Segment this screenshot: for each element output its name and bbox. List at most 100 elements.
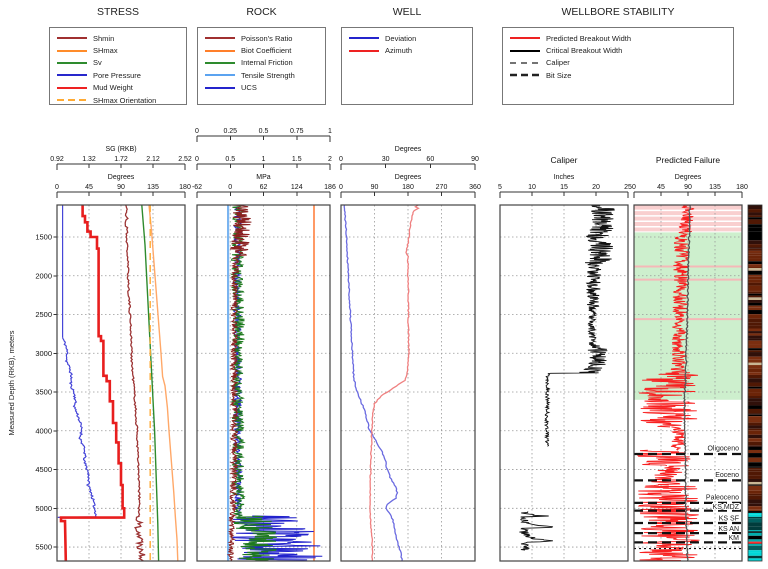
axis-tick-label: 2.12 [146, 156, 160, 163]
legend-line-swatch [510, 74, 540, 77]
series-predicted-breakout-width [670, 426, 686, 451]
legend-item-label: Azimuth [385, 46, 413, 56]
track-predicted-failure-axis-0: 0 45 90 135 180 Degrees [632, 174, 748, 198]
depth-tick-label: 4000 [35, 426, 52, 435]
axis-title: Degrees [108, 174, 135, 181]
legend-line-swatch [510, 49, 540, 52]
gridlines [500, 205, 628, 561]
axis-tick-label: 5 [498, 184, 502, 191]
axis-tick-label: 45 [657, 184, 665, 191]
legend-line-swatch [205, 61, 235, 64]
axis-tick-label: 1 [328, 128, 332, 135]
axis-tick-label: 124 [291, 184, 303, 191]
formation-label-ks-mdz: KS MDZ [713, 504, 740, 511]
axis-tick-label: 2 [328, 156, 332, 163]
legend-item-label: SHmax Orientation [93, 95, 157, 105]
series-azimuth [369, 204, 420, 562]
depth-tick-label: 3500 [35, 388, 52, 397]
axis-tick-label: 45 [85, 184, 93, 191]
legend-item-sv: Sv [54, 57, 182, 69]
axis-tick-label: 0 [55, 184, 59, 191]
axis-title: Inches [554, 174, 575, 181]
formation-label-oligoceno: Oligoceno [707, 446, 739, 453]
legend-item-biot-coefficient: Biot Coefficient [202, 44, 321, 56]
series-poisson-s-ratio [229, 204, 252, 257]
legend-box-rock: Poisson's Ratio Biot Coefficient Internal … [197, 27, 326, 105]
legend-line-swatch [205, 86, 235, 89]
legend-item-shmax: SHmax [54, 44, 182, 56]
track-predicted-failure: 0 45 90 135 180 Degrees Predicted Failure Oligo… [632, 155, 748, 562]
legend-item-predicted-breakout-width: Predicted Breakout Width [507, 32, 729, 44]
track-caliper: 5 10 15 20 25 Inches Caliper [498, 155, 632, 562]
legend-title-rock: ROCK [246, 6, 277, 18]
series-critical-breakout-width [683, 204, 691, 562]
legend-line-swatch [57, 49, 87, 52]
series-caliper [547, 371, 599, 375]
legend-line-swatch [57, 74, 87, 77]
axis-tick-label: 135 [709, 184, 721, 191]
axis-tick-label: 1.72 [114, 156, 128, 163]
legend-item-label: Pore Pressure [93, 70, 141, 80]
legend-item-bit-size: Bit Size [507, 69, 729, 81]
axis-tick-label: 1.5 [292, 156, 302, 163]
legend-box-wellbore-stability: Predicted Breakout Width Critical Breakou… [502, 27, 734, 105]
track-caliper-axis-0: 5 10 15 20 25 Inches [498, 174, 632, 198]
legend-item-label: Bit Size [546, 70, 572, 80]
axis-title: MPa [256, 174, 271, 181]
series-deviation [343, 204, 403, 562]
legend-line-swatch [349, 37, 379, 40]
axis-tick-label: 0.5 [225, 156, 235, 163]
legend-line-swatch [510, 62, 540, 64]
series-internal-friction [230, 204, 246, 517]
legend-line-swatch [205, 37, 235, 40]
axis-tick-label: 30 [382, 156, 390, 163]
axis-tick-label: 0 [195, 128, 199, 135]
axis-tick-label: 0.25 [223, 128, 237, 135]
axis-tick-label: 180 [736, 184, 748, 191]
depth-tick-label: 3000 [35, 349, 52, 358]
depth-tick-label: 2000 [35, 271, 52, 280]
formation-label-paleoceno: Paleoceno [706, 494, 739, 501]
legend-item-label: Critical Breakout Width [546, 46, 623, 56]
series-poisson-s-ratio [226, 515, 236, 562]
legend-item-critical-breakout-width: Critical Breakout Width [507, 44, 729, 56]
series-caliper [543, 373, 551, 447]
legend-item-shmax-orientation: SHmax Orientation [54, 94, 182, 106]
depth-tick-label: 5500 [35, 543, 52, 552]
depth-tick-label: 1500 [35, 233, 52, 242]
legend-line-swatch [349, 49, 379, 52]
legend-item-label: UCS [241, 83, 257, 93]
legend-line-swatch [57, 37, 87, 40]
depth-tick-label: 4500 [35, 465, 52, 474]
axis-tick-label: 0.92 [50, 156, 64, 163]
series-caliper [583, 345, 608, 373]
legend-item-label: Biot Coefficient [241, 46, 292, 56]
legend-line-swatch [205, 49, 235, 52]
axis-tick-label: 0.75 [290, 128, 304, 135]
stratigraphy-column [747, 204, 763, 562]
legend-item-label: Deviation [385, 33, 417, 43]
gridlines [341, 205, 475, 561]
legend-item-tensile-strength: Tensile Strength [202, 69, 321, 81]
legend-line-swatch [510, 37, 540, 40]
depth-tick-label: 5000 [35, 504, 52, 513]
axis-tick-label: 15 [560, 184, 568, 191]
axis-title: Degrees [675, 174, 702, 181]
axis-title: Degrees [395, 174, 422, 181]
depth-axis-label: Measured Depth (RKB), meters [7, 330, 16, 435]
legend-item-label: SHmax [93, 46, 118, 56]
legend-item-poisson-s-ratio: Poisson's Ratio [202, 32, 321, 44]
series-caliper [584, 204, 615, 265]
legend-item-shmin: Shmin [54, 32, 182, 44]
track-well: 0 90 180 270 360 Degrees 0 30 60 90 Degrees [339, 146, 481, 562]
series-internal-friction [233, 515, 277, 562]
axis-tick-label: 0 [339, 184, 343, 191]
axis-tick-label: 270 [436, 184, 448, 191]
legend-title-stress: STRESS [96, 6, 139, 18]
plot-box-border [196, 204, 331, 562]
legend-line-swatch [57, 86, 87, 89]
legend-item-label: Caliper [546, 58, 570, 68]
legend-item-label: Tensile Strength [241, 70, 295, 80]
